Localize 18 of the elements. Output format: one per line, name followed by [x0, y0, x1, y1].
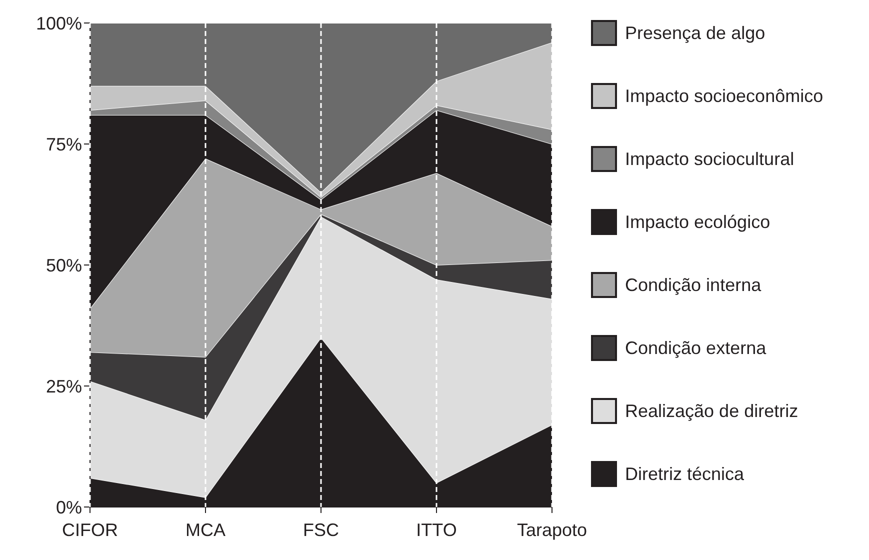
x-tick-label: FSC — [303, 520, 339, 540]
legend-label: Condição externa — [625, 338, 766, 358]
legend-label: Impacto sociocultural — [625, 148, 794, 170]
y-tick-label: 25% — [46, 376, 82, 396]
x-tick-label: MCA — [186, 520, 226, 540]
legend-label: Diretriz técnica — [625, 464, 744, 484]
x-tick-label: CIFOR — [62, 520, 118, 540]
legend-label: Presença de algo — [625, 22, 766, 44]
legend-label: Realização de diretriz — [625, 400, 798, 422]
y-tick-label: 0% — [56, 497, 82, 518]
x-tick-label: ITTO — [416, 520, 457, 540]
y-tick-label: 50% — [46, 255, 82, 276]
y-tick-label: 75% — [46, 134, 82, 154]
legend-label: Condição interna — [625, 274, 762, 296]
y-tick-label: 100% — [36, 13, 82, 34]
x-tick-label: Tarapoto — [516, 520, 588, 540]
legend-label: Impacto socioeconômico — [625, 86, 824, 106]
legend-label: Impacto ecológico — [625, 212, 770, 232]
